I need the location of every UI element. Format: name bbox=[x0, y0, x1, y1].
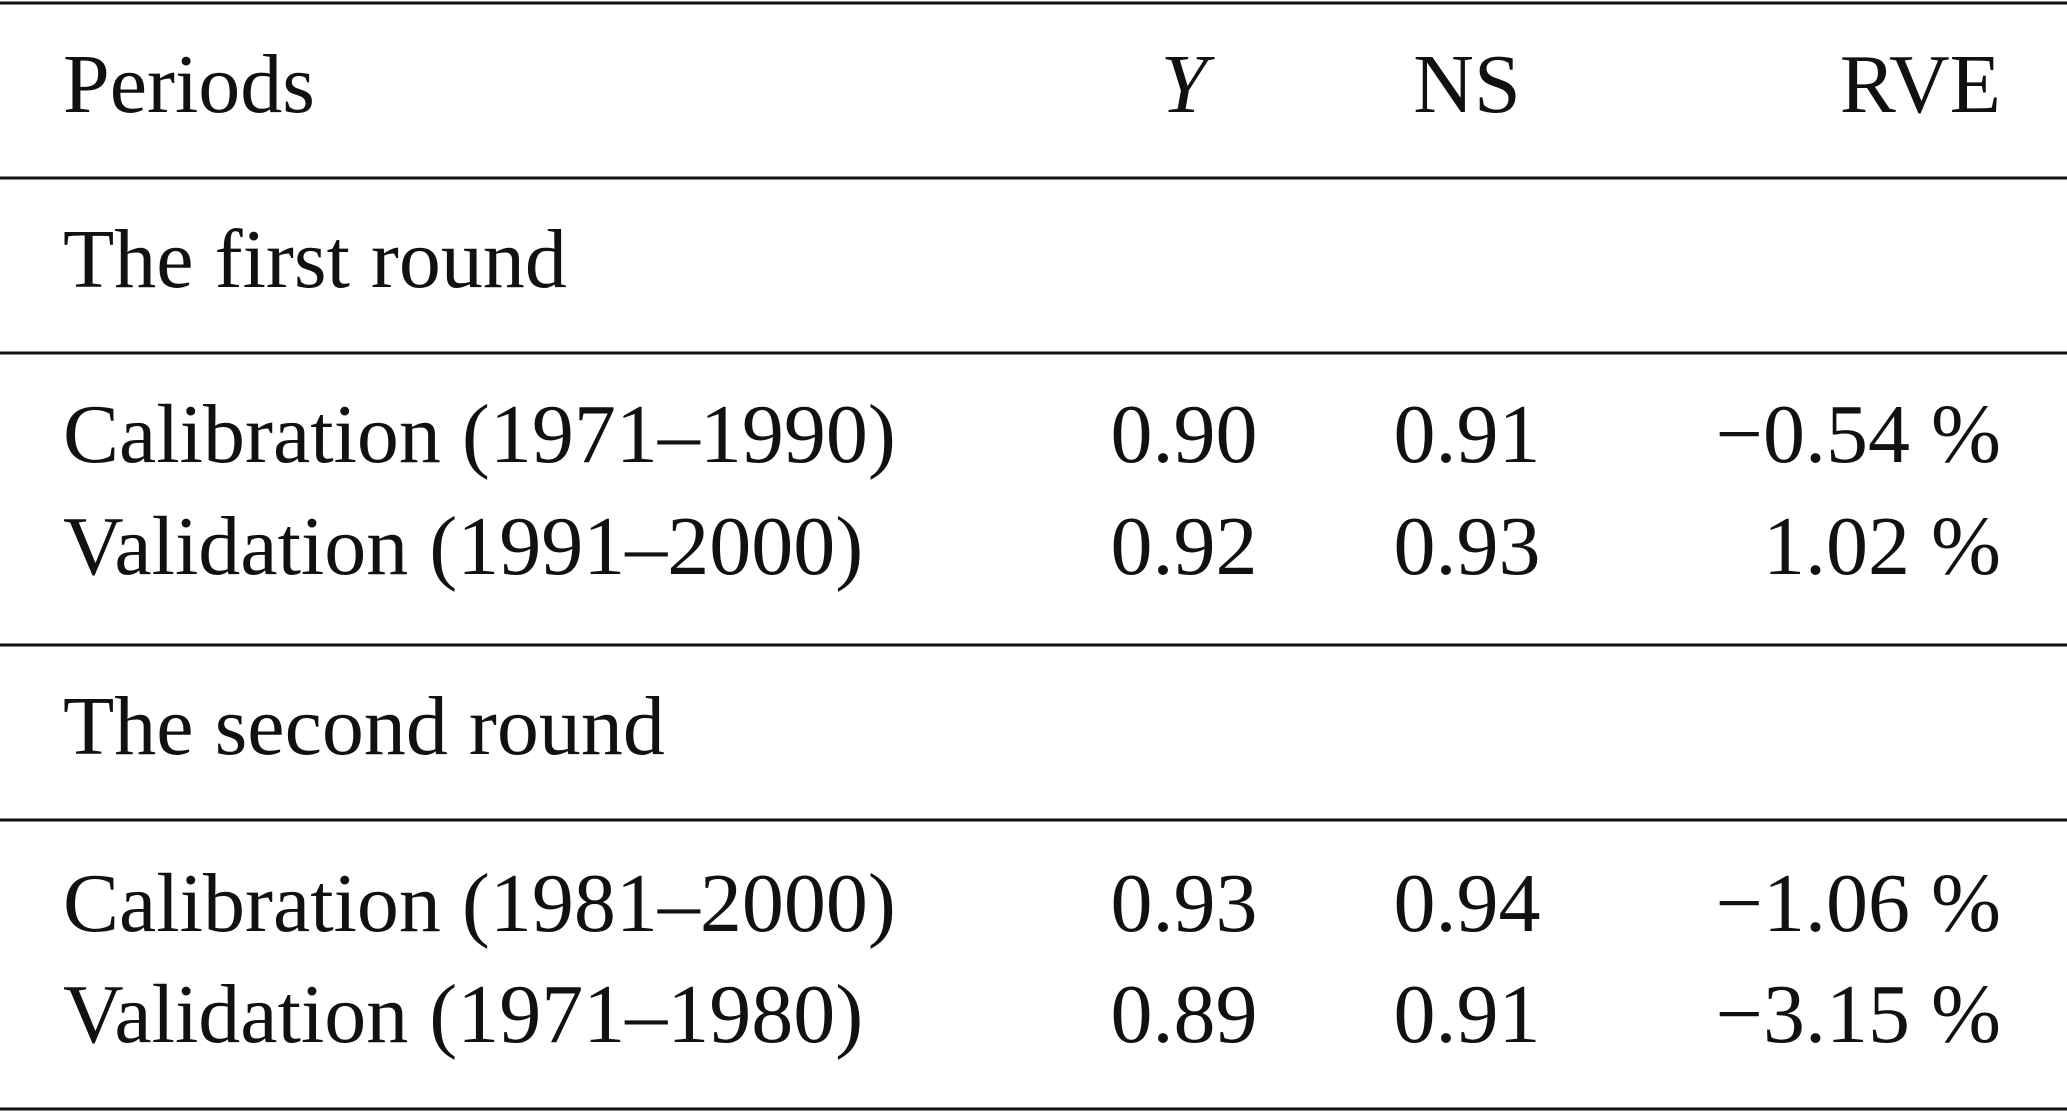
cell-value: 0.93 bbox=[1394, 500, 1541, 593]
cell-value: 0.91 bbox=[1394, 388, 1541, 481]
column-header: Periods bbox=[63, 38, 315, 131]
cell-value: −1.06 % bbox=[1716, 857, 2001, 950]
cell-value: 0.91 bbox=[1394, 968, 1541, 1061]
section-title: The first round bbox=[63, 213, 567, 306]
cell-value: 1.02 % bbox=[1763, 500, 2001, 593]
column-header: Y bbox=[1161, 38, 1216, 131]
row-label: Calibration (1981–2000) bbox=[63, 857, 896, 950]
cell-value: 0.89 bbox=[1111, 968, 1258, 1061]
cell-value: 0.90 bbox=[1111, 388, 1258, 481]
section-title: The second round bbox=[63, 680, 665, 773]
cell-value: 0.93 bbox=[1111, 857, 1258, 950]
cell-value: −3.15 % bbox=[1716, 968, 2001, 1061]
row-label: Calibration (1971–1990) bbox=[63, 388, 896, 481]
row-label: Validation (1971–1980) bbox=[63, 968, 863, 1061]
column-header: NS bbox=[1413, 38, 1520, 131]
column-header: RVE bbox=[1840, 38, 2001, 131]
cell-value: 0.94 bbox=[1394, 857, 1541, 950]
row-label: Validation (1991–2000) bbox=[63, 500, 863, 593]
cell-value: −0.54 % bbox=[1716, 388, 2001, 481]
cell-value: 0.92 bbox=[1111, 500, 1258, 593]
